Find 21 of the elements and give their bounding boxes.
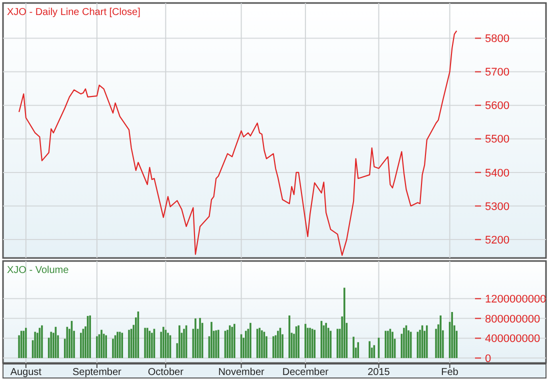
y-tick-label: 5600	[485, 100, 510, 112]
x-tick-label: August	[10, 367, 42, 378]
y-tick-label: 400000000	[485, 333, 540, 346]
chart-title: XJO - Volume	[7, 265, 70, 276]
x-tick-label: Feb	[441, 367, 459, 378]
y-tick-label: 5200	[485, 234, 510, 246]
x-tick-label: 2015	[368, 367, 390, 378]
y-tick-label: 800000000	[485, 313, 540, 326]
y-tick-label: 5700	[485, 66, 510, 79]
x-tick-label: December	[282, 367, 330, 378]
y-tick-label: 5500	[485, 134, 510, 146]
x-tick-label: November	[218, 367, 266, 378]
y-tick-label: 0	[485, 352, 492, 365]
chart-title: XJO - Daily Line Chart [Close]	[7, 7, 141, 18]
y-tick-label: 1200000000	[485, 293, 546, 306]
line-series	[18, 30, 458, 256]
x-tick-label: September	[72, 367, 122, 378]
y-tick-label: 5400	[485, 167, 510, 180]
y-tick-label: 5800	[485, 33, 510, 46]
y-tick-label: 5300	[485, 200, 510, 213]
x-tick-label: October	[148, 367, 184, 378]
